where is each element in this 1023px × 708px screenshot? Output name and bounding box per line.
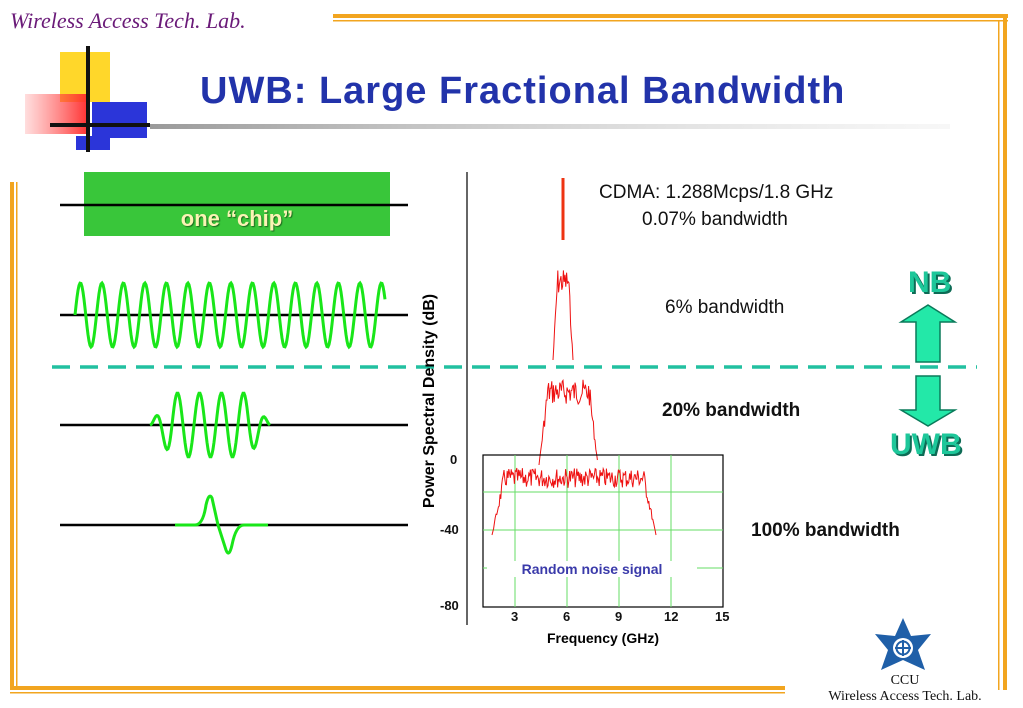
x-tick-1: 6 — [563, 609, 571, 624]
waveform-panel — [60, 203, 408, 555]
y-tick-1: -40 — [440, 522, 459, 537]
nb-label: NB — [908, 266, 952, 299]
footer-lab-name: Wireless Access Tech. Lab. — [828, 689, 982, 704]
six-percent-annotation: 6% bandwidth — [665, 297, 785, 318]
x-axis-label: Frequency (GHz) — [546, 630, 659, 646]
twenty-percent-annotation: 20% bandwidth — [662, 400, 801, 421]
cdma-annotation-line1: CDMA: 1.288Mcps/1.8 GHz — [599, 182, 834, 203]
logo-caption: CCU — [890, 673, 920, 688]
cdma-annotation-line2: 0.07% bandwidth — [642, 209, 788, 230]
wideband-waveform — [149, 391, 271, 459]
x-tick-4: 15 — [715, 609, 730, 624]
nb-arrow — [898, 304, 958, 363]
hundred-percent-annotation: 100% bandwidth — [751, 520, 900, 541]
ccu-logo — [875, 618, 931, 670]
inner-chart-frame — [482, 454, 724, 608]
impulse-waveform — [175, 494, 268, 555]
y-tick-2: -80 — [440, 598, 459, 613]
slide-title: UWB: Large Fractional Bandwidth — [200, 70, 846, 112]
spectrum-6-percent — [552, 270, 574, 361]
narrowband-waveform — [73, 280, 387, 350]
y-axis-label: Power Spectral Density (dB) — [421, 293, 438, 509]
random-noise-label: Random noise signal — [487, 561, 697, 577]
y-tick-0: 0 — [450, 452, 458, 467]
uwb-arrow — [898, 375, 958, 427]
x-tick-0: 3 — [511, 609, 519, 624]
x-tick-3: 12 — [664, 609, 679, 624]
inner-chart-grid — [483, 455, 723, 607]
x-tick-2: 9 — [615, 609, 623, 624]
spectrum-100-percent — [491, 466, 657, 536]
spectrum-20-percent — [538, 379, 598, 466]
footer: CCU Wireless Access Tech. Lab. — [805, 673, 1005, 705]
uwb-label: UWB — [890, 428, 962, 461]
lab-title: Wireless Access Tech. Lab. — [10, 8, 246, 33]
chip-label: one “chip” — [180, 206, 294, 231]
nb-uwb-divider — [52, 365, 977, 369]
